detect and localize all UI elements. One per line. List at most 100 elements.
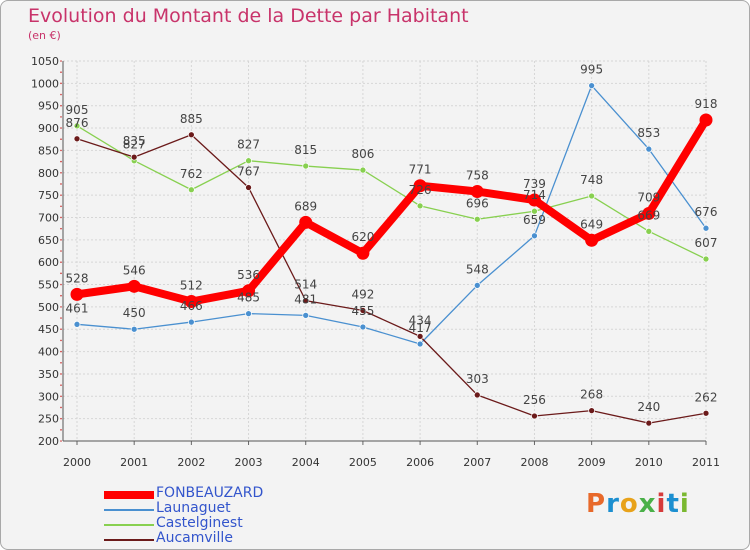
y-minor-tick xyxy=(60,171,62,174)
legend-label: Castelginest xyxy=(156,515,243,531)
y-tick-label: 200 xyxy=(38,435,59,448)
data-label: 905 xyxy=(66,103,89,117)
data-label: 536 xyxy=(237,268,260,282)
data-label: 512 xyxy=(180,279,203,293)
data-label: 689 xyxy=(294,199,317,213)
data-label: 417 xyxy=(409,321,432,335)
y-minor-tick xyxy=(60,104,62,107)
logo-letter: t xyxy=(666,489,680,519)
y-tick-label: 650 xyxy=(38,234,59,247)
x-tick-label: 2009 xyxy=(578,456,606,469)
y-minor-tick xyxy=(60,373,62,375)
data-point xyxy=(585,233,599,247)
data-point xyxy=(73,122,81,130)
series-line-castelginest xyxy=(76,125,707,260)
data-point xyxy=(645,145,653,153)
data-point xyxy=(245,310,252,317)
legend-swatch xyxy=(104,509,154,511)
data-point xyxy=(73,320,81,328)
y-minor-tick xyxy=(60,429,62,431)
data-point xyxy=(188,318,195,326)
data-label: 514 xyxy=(294,278,317,292)
data-label: 461 xyxy=(66,301,89,315)
proxiti-logo: Proxiti xyxy=(586,489,690,519)
logo-letter: i xyxy=(679,489,690,519)
x-tick-label: 2004 xyxy=(292,456,320,469)
series-line-launaguet xyxy=(76,84,707,345)
data-label: 256 xyxy=(523,393,546,407)
data-label: 240 xyxy=(637,400,660,414)
y-minor-tick xyxy=(60,306,62,308)
data-label: 918 xyxy=(695,97,718,111)
y-minor-tick xyxy=(60,93,62,96)
y-minor-tick xyxy=(60,384,62,386)
data-point xyxy=(302,162,310,170)
data-label: 709 xyxy=(637,190,660,204)
data-point xyxy=(473,215,481,223)
series-line-aucamville xyxy=(76,134,707,424)
x-tick-label: 2008 xyxy=(520,456,548,469)
data-label: 528 xyxy=(66,271,89,285)
data-label: 714 xyxy=(523,188,546,202)
data-point xyxy=(531,412,538,420)
y-minor-tick xyxy=(60,227,62,230)
logo-letter: o xyxy=(619,489,639,519)
data-point xyxy=(359,323,367,331)
data-point xyxy=(645,419,653,427)
axes-layer: 200 250 300 350 400 450 500 550 600 650 700 750 800 8… xyxy=(31,55,720,469)
y-minor-tick xyxy=(60,361,62,364)
x-tick-label: 2001 xyxy=(120,456,148,469)
y-minor-tick xyxy=(60,250,62,252)
y-minor-tick xyxy=(60,82,62,85)
logo-letter: i xyxy=(656,489,667,519)
data-point xyxy=(588,407,595,414)
data-label: 739 xyxy=(523,177,546,191)
y-minor-tick xyxy=(60,417,62,420)
data-label: 669 xyxy=(637,208,660,222)
data-point xyxy=(130,153,138,161)
logo-letter: x xyxy=(638,489,657,519)
y-minor-tick xyxy=(60,339,62,342)
y-tick-label: 450 xyxy=(38,323,59,336)
data-point xyxy=(702,255,710,263)
y-tick-label: 300 xyxy=(38,390,59,403)
y-minor-tick xyxy=(60,294,62,297)
x-tick-label: 2011 xyxy=(692,456,720,469)
y-tick-label: 750 xyxy=(38,189,59,202)
data-point xyxy=(645,227,653,235)
y-minor-tick xyxy=(60,239,62,241)
data-point xyxy=(527,193,541,207)
data-point xyxy=(245,157,252,165)
legend-swatch xyxy=(104,491,154,499)
legend-label: FONBEAUZARD xyxy=(156,485,264,501)
data-point xyxy=(359,166,367,174)
data-label: 676 xyxy=(695,205,718,219)
data-label: 876 xyxy=(66,116,89,130)
data-label: 806 xyxy=(351,147,374,161)
data-label: 607 xyxy=(695,236,718,250)
data-point xyxy=(531,232,538,240)
grid-layer xyxy=(63,60,707,442)
x-tick-label: 2007 xyxy=(463,456,491,469)
data-point xyxy=(416,202,424,210)
data-label: 649 xyxy=(580,217,603,231)
y-minor-tick xyxy=(60,138,62,141)
legend-swatch xyxy=(104,539,154,541)
data-point xyxy=(413,179,427,193)
data-label: 548 xyxy=(466,262,489,276)
data-label-layer: 528 546 512 536 689 620 771 758 739 649 709 918 461 4… xyxy=(66,63,718,415)
data-label: 748 xyxy=(580,173,603,187)
data-label: 767 xyxy=(237,165,260,179)
data-label: 815 xyxy=(294,143,317,157)
legend-label: Launaguet xyxy=(156,500,231,516)
x-tick-label: 2006 xyxy=(406,456,434,469)
data-label: 620 xyxy=(351,230,374,244)
y-minor-tick xyxy=(60,127,62,129)
y-tick-label: 400 xyxy=(38,346,59,359)
data-label: 268 xyxy=(580,388,603,402)
y-tick-label: 500 xyxy=(38,301,59,314)
chart-title: Evolution du Montant de la Dette par Hab… xyxy=(28,5,469,27)
y-tick-label: 1050 xyxy=(31,55,59,68)
data-point xyxy=(470,185,484,199)
